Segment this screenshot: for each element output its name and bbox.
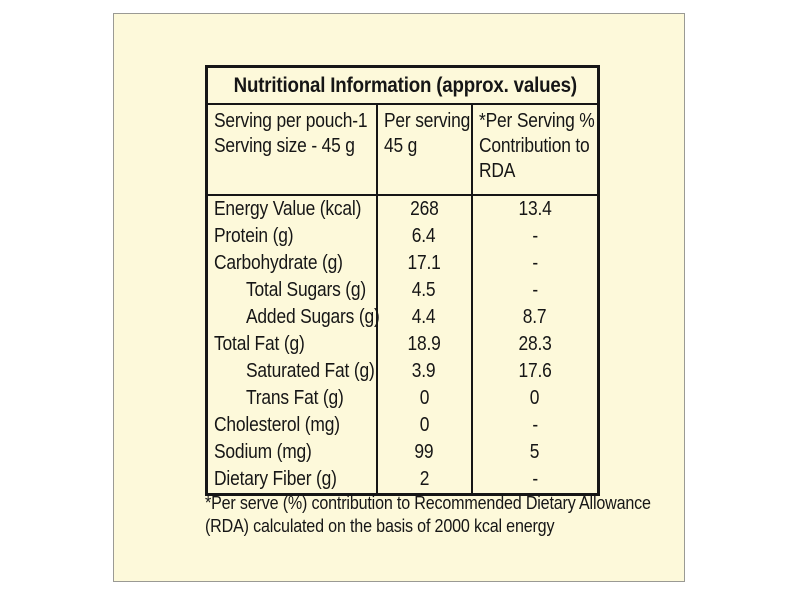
nutrient-label: Dietary Fiber (g)	[205, 466, 378, 495]
nutrient-label: Total Sugars (g)	[205, 277, 378, 304]
per-serving-value: 0	[375, 412, 473, 439]
per-serving-value: 17.1	[375, 250, 473, 277]
rda-percent-value: 13.4	[470, 195, 600, 223]
nutrient-label: Carbohydrate (g)	[205, 250, 378, 277]
nutrition-label-card: Nutritional Information (approx. values)…	[113, 13, 685, 582]
nutrient-label: Added Sugars (g)	[205, 304, 380, 331]
table-row: Carbohydrate (g) 17.1-	[205, 250, 600, 277]
table-row: Trans Fat (g) 0 0	[205, 385, 600, 412]
table-row: Sodium (mg) 99 5	[205, 439, 600, 466]
per-serving-value: 18.9	[375, 331, 473, 358]
per-serving-value: 3.9	[375, 358, 473, 385]
table-row: Total Fat (g) 18.9 28.3	[205, 331, 600, 358]
table-row: Saturated Fat (g) 3.9 17.6	[205, 358, 600, 385]
nutrition-table-body: Energy Value (kcal) 268 13.4 Protein (g) 6.4…	[205, 195, 600, 495]
rda-percent-value: -	[470, 250, 600, 277]
nutrient-label: Energy Value (kcal)	[205, 195, 378, 223]
table-row: Energy Value (kcal) 268 13.4	[205, 195, 600, 223]
nutrient-label: Protein (g)	[205, 223, 378, 250]
per-serving-value: 2	[375, 466, 473, 495]
column-header-rda: *Per Serving % Contribution to RDA	[470, 103, 600, 196]
nutrient-label: Trans Fat (g)	[205, 385, 378, 412]
rda-percent-value: -	[470, 466, 600, 495]
rda-percent-value: -	[470, 412, 600, 439]
nutrient-label: Sodium (mg)	[205, 439, 378, 466]
rda-percent-value: 8.7	[470, 304, 600, 331]
column-header-per-serving: Per serving 45 g	[375, 103, 473, 196]
table-row: Protein (g) 6.4-	[205, 223, 600, 250]
per-serving-value: 0	[375, 385, 473, 412]
nutrient-label: Cholesterol (mg)	[205, 412, 378, 439]
rda-percent-value: 17.6	[470, 358, 600, 385]
table-row: Cholesterol (mg) 0-	[205, 412, 600, 439]
nutrient-label: Saturated Fat (g)	[205, 358, 378, 385]
table-title-row: Nutritional Information (approx. values)	[205, 65, 600, 105]
per-serving-value: 6.4	[375, 223, 473, 250]
rda-footnote: *Per serve (%) contribution to Recommend…	[205, 492, 651, 536]
table-row: Total Sugars (g) 4.5-	[205, 277, 600, 304]
per-serving-value: 268	[375, 195, 473, 223]
column-header-serving-info: Serving per pouch-1 Serving size - 45 g	[205, 103, 378, 196]
rda-percent-value: 0	[470, 385, 600, 412]
rda-percent-value: -	[470, 223, 600, 250]
nutrient-label: Total Fat (g)	[205, 331, 378, 358]
table-title: Nutritional Information (approx. values)	[205, 65, 600, 105]
rda-percent-value: -	[470, 277, 600, 304]
per-serving-value: 99	[375, 439, 473, 466]
nutrition-table: Nutritional Information (approx. values)…	[205, 65, 601, 496]
table-row: Added Sugars (g) 4.4 8.7	[205, 304, 600, 331]
per-serving-value: 4.4	[375, 304, 473, 331]
table-header-row: Serving per pouch-1 Serving size - 45 g …	[205, 103, 600, 196]
rda-percent-value: 28.3	[470, 331, 600, 358]
per-serving-value: 4.5	[375, 277, 473, 304]
rda-percent-value: 5	[470, 439, 600, 466]
table-title-text: Nutritional Information (approx. values)	[233, 73, 577, 97]
table-row: Dietary Fiber (g) 2-	[205, 466, 600, 495]
